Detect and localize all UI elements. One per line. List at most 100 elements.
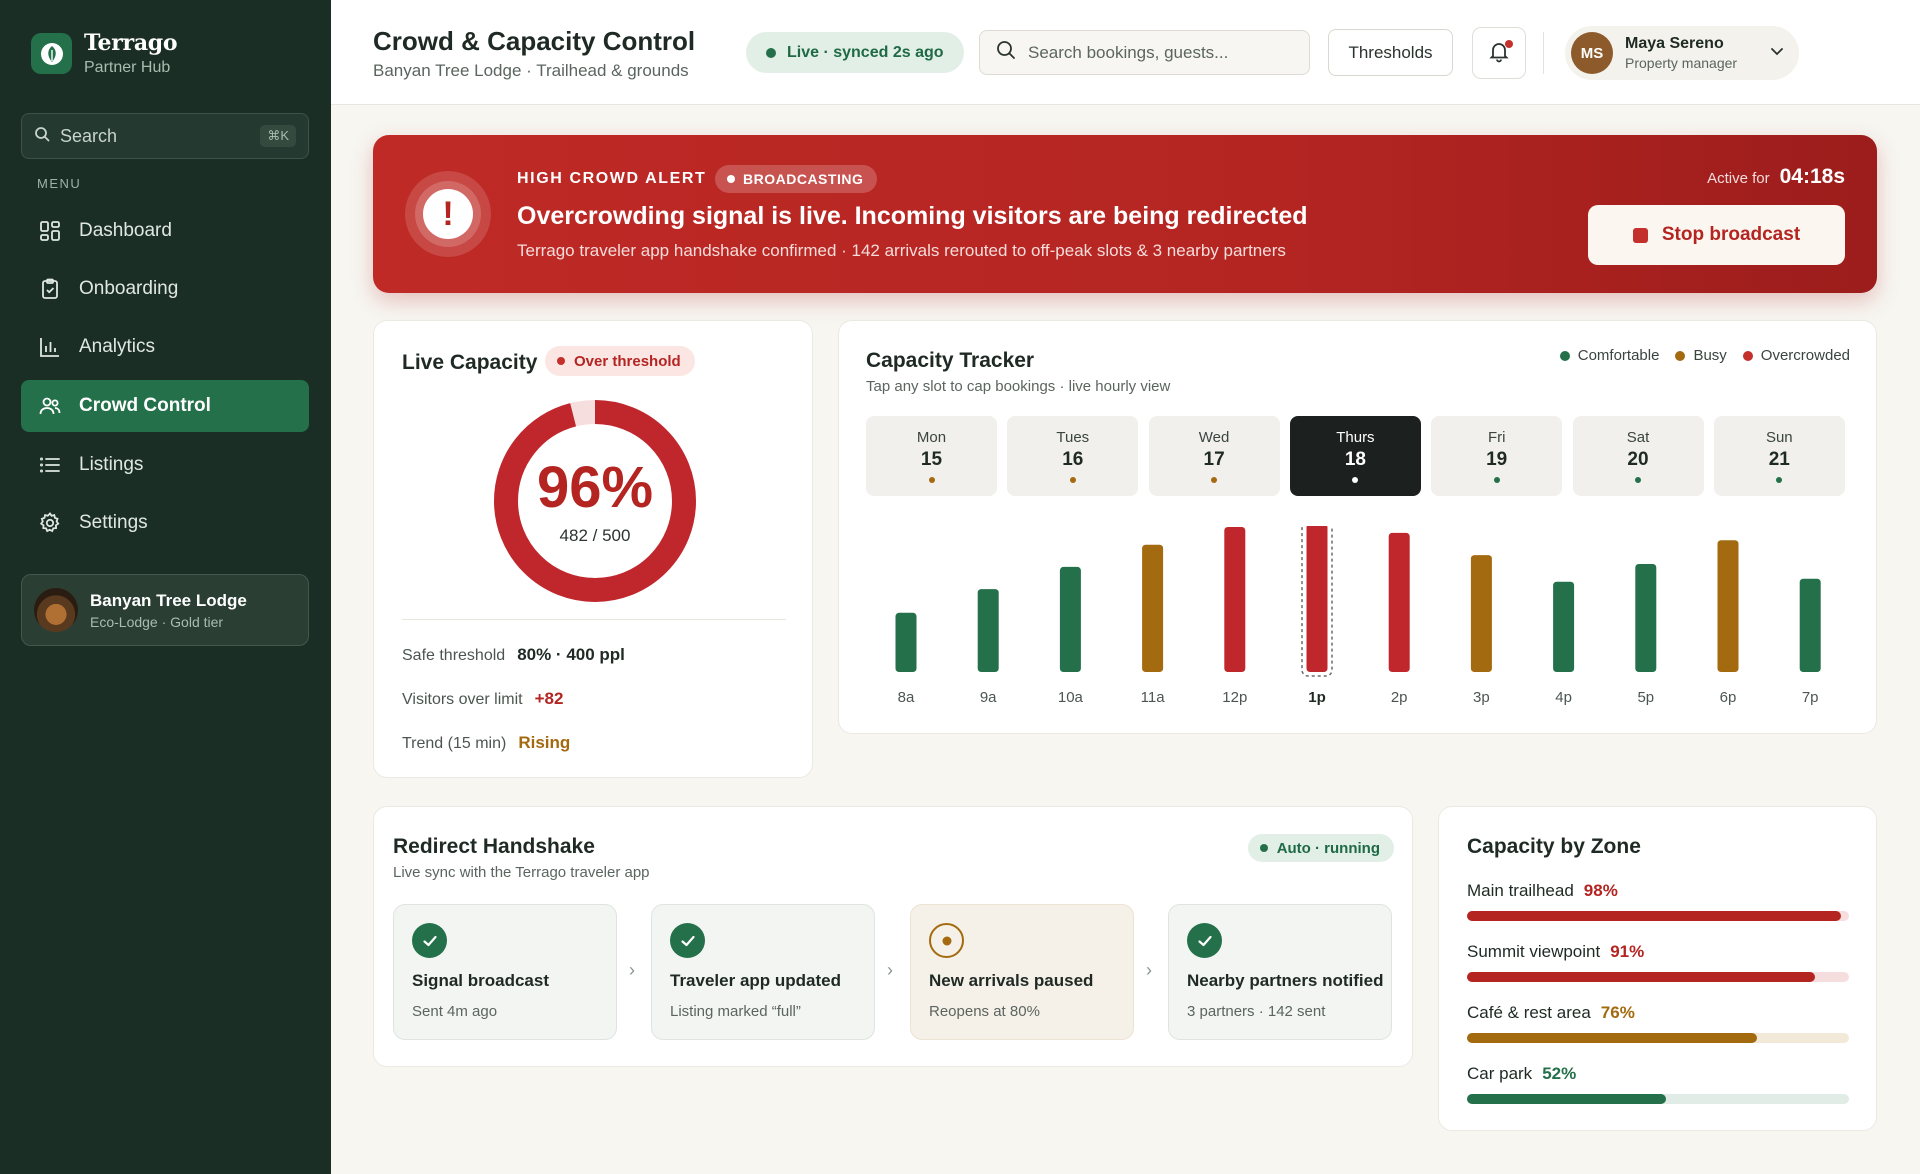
live-capacity-card: Live Capacity Over threshold 96% 482 / 5… xyxy=(373,320,813,778)
step-traveler-app-updated: Traveler app updated Listing marked “ful… xyxy=(651,904,875,1040)
page-subtitle: Banyan Tree Lodge · Trailhead & grounds xyxy=(373,61,689,80)
day-tab-fri[interactable]: Fri 19 xyxy=(1431,416,1563,496)
over-threshold-badge: Over threshold xyxy=(545,346,695,376)
header-divider xyxy=(1543,32,1544,74)
bar-1p[interactable] xyxy=(1306,526,1328,672)
leaf-icon xyxy=(31,33,72,74)
capacity-by-zone-card: Capacity by Zone Main trailhead 98% Summi… xyxy=(1438,806,1877,1131)
notifications-button[interactable] xyxy=(1472,27,1526,79)
sidebar-item-label: Listings xyxy=(79,454,144,475)
stat-value: Rising xyxy=(518,733,571,752)
thresholds-button[interactable]: Thresholds xyxy=(1328,29,1453,76)
handshake-title: Redirect Handshake xyxy=(393,835,595,858)
tick-label-11a: 11a xyxy=(1141,689,1166,706)
bell-icon xyxy=(1487,39,1511,68)
zone-main-trailhead: Main trailhead 98% xyxy=(1467,881,1849,921)
alert-kicker: HIGH CROWD ALERT xyxy=(517,170,707,187)
capacity-tracker-card: Capacity Tracker Tap any slot to cap boo… xyxy=(838,320,1877,734)
sidebar-item-label: Settings xyxy=(79,512,148,533)
sidebar-item-label: Dashboard xyxy=(79,220,172,241)
search-shortcut: ⌘K xyxy=(260,125,296,147)
zone-percent: 52% xyxy=(1542,1064,1577,1083)
tick-label-9a: 9a xyxy=(980,689,997,706)
check-icon xyxy=(412,923,447,958)
day-tab-mon[interactable]: Mon 15 xyxy=(866,416,997,496)
dashboard-icon xyxy=(37,218,63,244)
sidebar-item-crowd-control[interactable]: Crowd Control xyxy=(21,380,309,432)
brand-name: Terrago xyxy=(84,30,178,56)
handshake-subtitle: Live sync with the Terrago traveler app xyxy=(393,864,650,881)
day-tab-sun[interactable]: Sun 21 xyxy=(1713,416,1845,496)
stat-value: 80% · 400 ppl xyxy=(517,645,625,664)
capacity-percent: 96% xyxy=(536,455,654,520)
bar-12p[interactable] xyxy=(1224,526,1246,672)
check-icon xyxy=(1187,923,1222,958)
zone-label: Summit viewpoint xyxy=(1467,942,1601,961)
day-tab-tues[interactable]: Tues 16 xyxy=(1007,416,1139,496)
bar-3p[interactable] xyxy=(1470,555,1492,672)
page-title: Crowd & Capacity Control xyxy=(373,26,696,56)
bar-9a[interactable] xyxy=(977,589,999,672)
sidebar-item-analytics[interactable]: Analytics xyxy=(21,321,309,373)
brand[interactable]: Terrago Partner Hub xyxy=(31,30,178,77)
capacity-ratio: 482 / 500 xyxy=(559,526,631,545)
stop-broadcast-button[interactable]: Stop broadcast xyxy=(1588,205,1845,265)
bar-4p[interactable] xyxy=(1553,581,1575,672)
active-timer: Active for 04:18s xyxy=(1707,165,1845,189)
sidebar-item-dashboard[interactable]: Dashboard xyxy=(21,205,309,257)
sidebar-item-settings[interactable]: Settings xyxy=(21,497,309,549)
live-dot-icon xyxy=(766,47,776,58)
zone-bar-fill xyxy=(1467,1094,1666,1104)
sidebar-search-label: Search xyxy=(60,125,118,146)
day-tab-thurs[interactable]: Thurs 18 xyxy=(1289,416,1421,496)
search-input[interactable]: Search bookings, guests... xyxy=(979,30,1310,75)
broadcasting-badge: BROADCASTING xyxy=(715,165,878,193)
running-dot-icon xyxy=(1259,844,1268,852)
alert-icon: ! xyxy=(405,171,491,257)
capacity-tracker-subtitle: Tap any slot to cap bookings · live hour… xyxy=(866,378,1171,395)
day-tab-sat[interactable]: Sat 20 xyxy=(1572,416,1704,496)
bar-8a[interactable] xyxy=(895,612,917,672)
sidebar: Terrago Partner Hub Search ⌘K MENU Dashb… xyxy=(0,0,331,1174)
capacity-donut: 96% 482 / 500 xyxy=(490,396,700,606)
alert-title: Overcrowding signal is live. Incoming vi… xyxy=(517,202,1308,230)
search-placeholder: Search bookings, guests... xyxy=(1028,42,1229,62)
zone-percent: 98% xyxy=(1583,881,1618,900)
list-icon xyxy=(37,452,63,478)
search-icon xyxy=(34,126,50,147)
notification-dot xyxy=(1505,40,1513,48)
capacity-tracker-title: Capacity Tracker xyxy=(866,349,1035,372)
top-header: Crowd & Capacity Control Banyan Tree Lod… xyxy=(331,0,1920,105)
high-crowd-alert: ! HIGH CROWD ALERT BROADCASTING Overcrow… xyxy=(373,135,1877,293)
sidebar-search[interactable]: Search ⌘K xyxy=(21,113,309,159)
step-subtitle: Listing marked “full” xyxy=(670,1003,801,1020)
tick-label-3p: 3p xyxy=(1473,689,1490,706)
property-name: Banyan Tree Lodge xyxy=(90,590,247,610)
bar-7p[interactable] xyxy=(1799,578,1821,672)
bar-2p[interactable] xyxy=(1388,532,1410,672)
bar-6p[interactable] xyxy=(1717,540,1739,672)
bar-10a[interactable] xyxy=(1059,566,1081,672)
step-signal-broadcast: Signal broadcast Sent 4m ago xyxy=(393,904,617,1040)
user-menu[interactable]: MS Maya Sereno Property manager xyxy=(1565,26,1799,80)
sidebar-item-onboarding[interactable]: Onboarding xyxy=(21,263,309,315)
users-icon xyxy=(37,393,63,419)
bar-11a[interactable] xyxy=(1142,544,1164,672)
live-status-text: Live · synced 2s ago xyxy=(787,43,944,61)
bar-5p[interactable] xyxy=(1635,563,1657,672)
step-title: New arrivals paused xyxy=(929,971,1094,990)
tick-label-2p: 2p xyxy=(1391,689,1408,706)
sidebar-item-listings[interactable]: Listings xyxy=(21,439,309,491)
zone-percent: 76% xyxy=(1600,1003,1635,1022)
tick-label-1p: 1p xyxy=(1308,689,1326,706)
day-selector: Mon 15 Tues 16 Wed 17 Thurs 18 Fri 19 Sa… xyxy=(866,416,1845,496)
active-time: 04:18s xyxy=(1779,165,1845,188)
stop-broadcast-label: Stop broadcast xyxy=(1661,224,1801,245)
step-subtitle: Reopens at 80% xyxy=(929,1003,1040,1020)
tick-label-7p: 7p xyxy=(1802,689,1819,706)
over-dot-icon xyxy=(557,357,565,365)
day-tab-wed[interactable]: Wed 17 xyxy=(1148,416,1280,496)
chevron-down-icon xyxy=(1769,43,1785,64)
over-threshold-label: Over threshold xyxy=(574,352,681,370)
property-switcher[interactable]: Banyan Tree Lodge Eco-Lodge · Gold tier xyxy=(21,574,309,646)
